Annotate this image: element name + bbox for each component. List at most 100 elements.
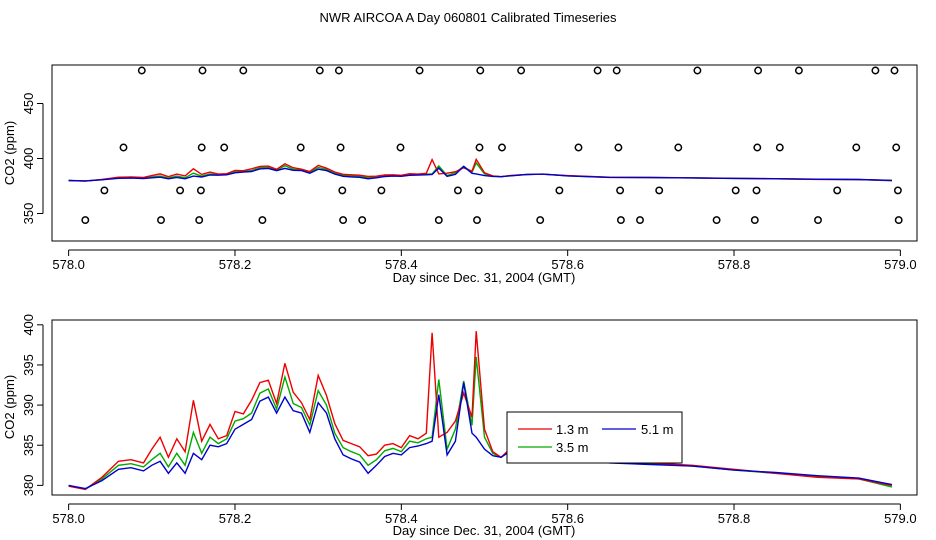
y-tick-label: 395 (21, 354, 36, 376)
legend-label-1-3m: 1.3 m (556, 422, 589, 437)
scatter-point (754, 66, 763, 75)
scatter-point (574, 143, 583, 152)
scatter-point (119, 143, 128, 152)
y-tick-label: 450 (21, 93, 36, 115)
scatter-point (794, 66, 803, 75)
scatter-point (476, 66, 485, 75)
scatter-point (396, 143, 405, 152)
scatter-point (196, 186, 205, 195)
top-series-line-5-1-m (68, 165, 893, 182)
scatter-point (871, 66, 880, 75)
scatter-point (157, 216, 165, 225)
scatter-point (616, 216, 625, 225)
x-tick-label: 578.2 (219, 511, 252, 526)
top-x-axis: 578.0 578.2 578.4 578.6 578.8 579.0 (52, 249, 917, 272)
top-panel: 578.0 578.2 578.4 578.6 578.8 579.0 350 400 450… (2, 64, 918, 285)
bottom-y-axis-label: CO2 (ppm) (2, 375, 17, 439)
y-tick-label: 390 (21, 394, 36, 416)
x-tick-label: 578.6 (551, 257, 584, 272)
scatter-point (81, 216, 90, 225)
legend-label-5-1m: 5.1 m (641, 422, 674, 437)
y-tick-label: 400 (21, 314, 36, 336)
y-tick-label: 350 (21, 203, 36, 225)
scatter-point (137, 66, 146, 75)
scatter-point (434, 216, 443, 225)
legend-box (506, 411, 683, 464)
scatter-point (555, 186, 564, 195)
scatter-point (277, 186, 286, 195)
scatter-point (655, 186, 664, 195)
bottom-series-line-1-3-m (68, 331, 893, 491)
x-tick-label: 578.4 (385, 257, 418, 272)
scatter-point (258, 216, 267, 225)
x-tick-label: 578.4 (385, 511, 418, 526)
scatter-point (674, 143, 683, 152)
scatter-point (752, 186, 761, 195)
scatter-point (614, 143, 623, 152)
scatter-point (892, 143, 901, 152)
scatter-point (852, 143, 861, 152)
scatter-point (197, 143, 206, 152)
scatter-point (198, 66, 207, 75)
scatter-point (693, 66, 702, 75)
scatter-point (475, 143, 484, 152)
scatter-point (890, 66, 899, 75)
y-tick-label: 400 (21, 148, 36, 170)
scatter-point (195, 216, 204, 225)
scatter-point (220, 143, 229, 152)
legend-label-3-5m: 3.5 m (556, 440, 589, 455)
x-tick-label: 578.6 (551, 511, 584, 526)
y-tick-label: 385 (21, 434, 36, 456)
scatter-point (893, 186, 902, 195)
top-y-axis-label: CO2 (ppm) (2, 121, 17, 185)
x-tick-label: 579.0 (884, 257, 917, 272)
bottom-x-axis-label: Day since Dec. 31, 2004 (GMT) (393, 523, 576, 538)
scatter-point (636, 216, 644, 225)
bottom-panel: 578.0 578.2 578.4 578.6 578.8 579.0 380 385 390… (2, 314, 918, 538)
bottom-y-axis: 380 385 390 395 400 (21, 314, 44, 497)
scatter-point (315, 66, 324, 75)
scatter-point (296, 143, 305, 152)
top-series-lines (68, 157, 893, 182)
legend: 1.3 m 5.1 m 3.5 m (506, 411, 683, 464)
x-tick-label: 578.8 (718, 257, 751, 272)
bottom-plot-frame (51, 319, 918, 496)
scatter-point (100, 186, 109, 195)
scatter-point (377, 186, 386, 195)
scatter-point (474, 186, 483, 195)
figure-title: NWR AIRCOA A Day 060801 Calibrated Times… (320, 10, 617, 25)
top-series-line-1-3-m (68, 157, 893, 182)
scatter-point (339, 216, 348, 225)
scatter-point (775, 143, 784, 152)
top-y-axis: 350 400 450 (21, 93, 44, 225)
scatter-point (616, 186, 625, 195)
scatter-point (334, 66, 343, 75)
scatter-point (415, 66, 424, 75)
x-tick-label: 578.0 (52, 257, 85, 272)
scatter-point (894, 216, 903, 225)
scatter-point (473, 216, 481, 225)
top-plot-frame (51, 64, 918, 242)
scatter-point (750, 216, 759, 225)
x-tick-label: 578.2 (219, 257, 252, 272)
scatter-point (593, 66, 602, 75)
x-tick-label: 578.8 (718, 511, 751, 526)
y-tick-label: 380 (21, 475, 36, 497)
scatter-point (239, 66, 248, 75)
bottom-x-axis: 578.0 578.2 578.4 578.6 578.8 579.0 (52, 503, 917, 526)
scatter-point (358, 216, 367, 225)
scatter-point (338, 186, 347, 195)
scatter-point (753, 143, 762, 152)
scatter-point (336, 143, 345, 152)
scatter-point (612, 66, 621, 75)
scatter-point (536, 216, 545, 225)
x-tick-label: 579.0 (884, 511, 917, 526)
scatter-point (453, 186, 462, 195)
x-tick-label: 578.0 (52, 511, 85, 526)
scatter-point (176, 186, 185, 195)
scatter-point (731, 186, 740, 195)
scatter-point (833, 186, 842, 195)
scatter-point (498, 143, 506, 152)
top-scatter-points (81, 66, 903, 225)
